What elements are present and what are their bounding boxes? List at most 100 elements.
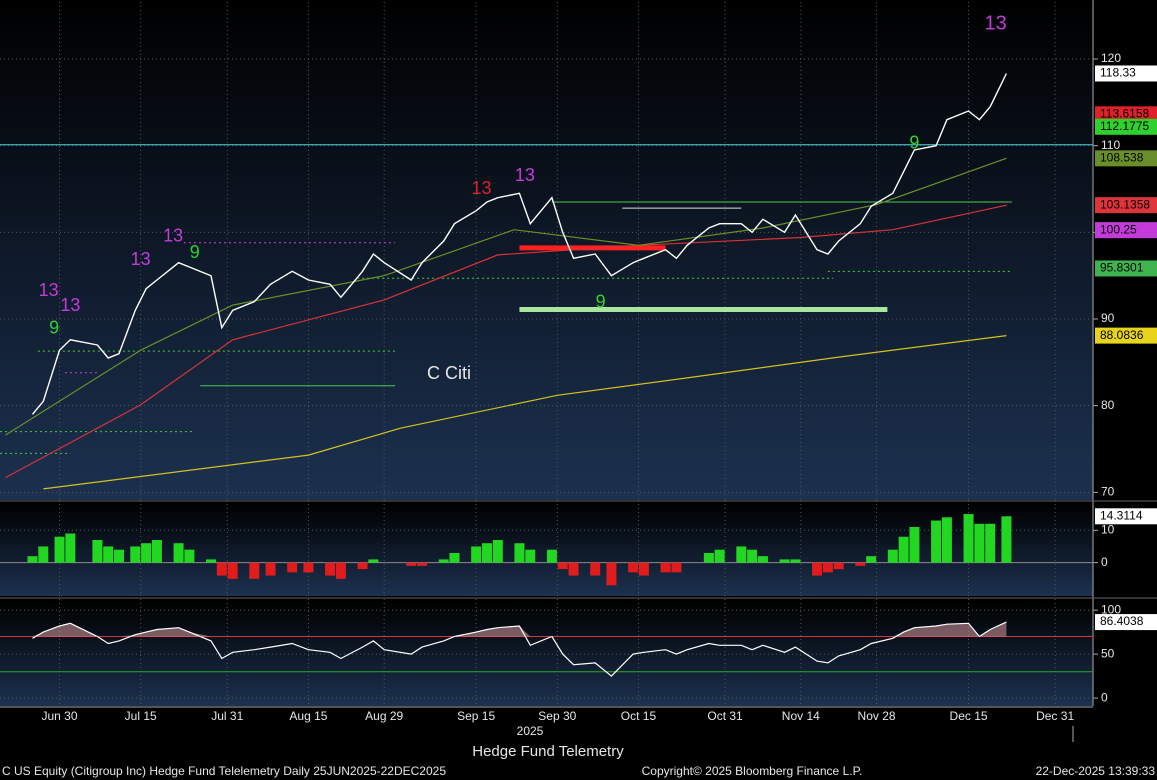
series-line — [43, 335, 1007, 490]
price-tag-box — [1095, 106, 1157, 123]
histogram-bar — [325, 562, 336, 576]
histogram-bar — [638, 562, 649, 576]
histogram-bar — [417, 562, 428, 566]
series-line — [31, 73, 1008, 415]
series-line — [5, 204, 1007, 479]
y-tick-label: 0 — [1101, 555, 1108, 569]
histogram-bar — [406, 562, 417, 566]
histogram-bar — [931, 520, 942, 563]
count-annotation: 13 — [515, 165, 535, 185]
histogram-bar — [249, 562, 260, 579]
year-label: 2025 — [517, 724, 544, 738]
count-annotation: 9 — [49, 317, 59, 337]
last-value-tag: 86.4038 — [1100, 614, 1144, 628]
histogram-bar — [757, 556, 768, 563]
histogram-bar — [141, 543, 152, 563]
histogram-bar — [628, 562, 639, 573]
series-line — [5, 157, 1007, 436]
count-annotation: 13 — [984, 13, 1006, 35]
histogram-bar — [525, 549, 536, 563]
y-tick-label: 0 — [1101, 690, 1108, 704]
y-tick-label: 50 — [1101, 646, 1115, 660]
histogram-bar — [173, 543, 184, 563]
histogram-bar — [54, 536, 65, 563]
histogram-bar — [963, 514, 974, 563]
footer-center: Copyright© 2025 Bloomberg Finance L.P. — [642, 764, 863, 778]
last-value-tag: 14.3114 — [1100, 508, 1143, 522]
x-tick-label: Aug 15 — [289, 709, 327, 723]
histogram-bar — [335, 562, 346, 579]
x-tick-label: Oct 15 — [621, 709, 657, 723]
histogram-bar — [492, 539, 503, 563]
histogram-bar — [747, 549, 758, 563]
histogram-bar — [130, 546, 141, 563]
count-annotation: 13 — [472, 178, 492, 198]
x-tick-label: Sep 30 — [538, 709, 576, 723]
histogram-bar — [265, 562, 276, 576]
histogram-bar — [546, 549, 557, 563]
y-tick-label: 120 — [1101, 51, 1121, 65]
last-value-tag-box — [1095, 614, 1157, 631]
price-tag-box — [1095, 222, 1157, 239]
histogram-bar — [92, 539, 103, 563]
histogram-bar — [855, 562, 866, 566]
histogram-bar — [909, 527, 920, 563]
histogram-bar — [812, 562, 823, 576]
histogram-bar — [887, 549, 898, 563]
count-annotation: 13 — [163, 225, 183, 245]
y-tick-label: 10 — [1101, 522, 1115, 536]
histogram-bar — [779, 559, 790, 563]
rsi-line — [32, 621, 1007, 677]
last-value-tag-box — [1095, 197, 1157, 214]
histogram-panel — [0, 503, 1093, 596]
x-tick-label: Oct 31 — [707, 709, 743, 723]
price-tag-box — [1095, 260, 1157, 277]
histogram-bar — [114, 549, 125, 563]
histogram-bar — [790, 559, 801, 563]
y-tick-label: 70 — [1101, 485, 1115, 499]
histogram-bar — [660, 562, 671, 573]
histogram-bar — [216, 562, 227, 576]
rsi-panel — [0, 600, 1093, 706]
footer-left: C US Equity (Citigroup Inc) Hedge Fund T… — [2, 764, 446, 778]
overbought-area — [32, 622, 1007, 637]
x-tick-label: Jul 31 — [211, 709, 243, 723]
count-annotation: 13 — [131, 249, 151, 269]
last-value-tag-box — [1095, 508, 1157, 525]
histogram-bar — [303, 562, 314, 573]
histogram-bar — [898, 536, 909, 563]
histogram-bar — [568, 562, 579, 576]
count-annotation: 13 — [60, 295, 80, 315]
chart-title: Hedge Fund Telemetry — [472, 743, 624, 760]
count-annotation: 9 — [596, 291, 606, 311]
histogram-bar — [184, 549, 195, 563]
x-tick-label: Nov 14 — [782, 709, 820, 723]
histogram-bar — [471, 546, 482, 563]
histogram-bar — [27, 556, 38, 563]
y-tick-label: 80 — [1101, 398, 1115, 412]
count-annotation: 13 — [39, 280, 59, 300]
histogram-bar — [606, 562, 617, 586]
y-tick-label: 100 — [1101, 602, 1121, 616]
histogram-bar — [287, 562, 298, 573]
histogram-bar — [822, 562, 833, 573]
histogram-bar — [557, 562, 568, 570]
y-tick-label: 110 — [1101, 138, 1120, 152]
histogram-bar — [514, 543, 525, 563]
count-annotation: 9 — [190, 242, 200, 262]
x-tick-label: Aug 29 — [365, 709, 403, 723]
histogram-bar — [481, 543, 492, 563]
x-tick-label: Sep 15 — [457, 709, 495, 723]
price-tag: 100.25 — [1100, 222, 1137, 236]
x-tick-label: Jul 15 — [125, 709, 157, 723]
histogram-bar — [357, 562, 368, 570]
histogram-bar — [974, 523, 985, 563]
histogram-bar — [941, 517, 952, 563]
histogram-bar — [65, 533, 76, 563]
histogram-bar — [703, 552, 714, 563]
last-value-tag: 103.1358 — [1100, 197, 1150, 211]
last-value-tag-box — [1095, 65, 1157, 82]
histogram-bar — [866, 556, 877, 563]
histogram-bar — [368, 559, 379, 563]
